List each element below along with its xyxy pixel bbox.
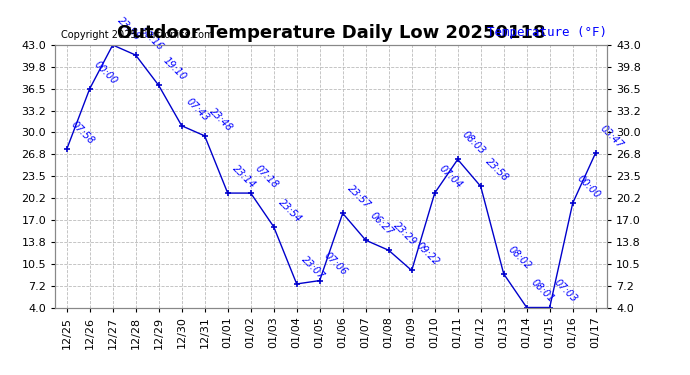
Text: 08:01: 08:01	[529, 278, 557, 305]
Text: 23:48: 23:48	[208, 106, 235, 133]
Text: 06:27: 06:27	[368, 210, 395, 237]
Text: 23:58: 23:58	[484, 156, 511, 184]
Text: 07:58: 07:58	[70, 120, 97, 147]
Text: 00:00: 00:00	[92, 59, 119, 86]
Text: 07:18: 07:18	[253, 163, 281, 190]
Text: 23:29: 23:29	[391, 220, 419, 248]
Text: 23:14: 23:14	[230, 163, 257, 190]
Text: 00:00: 00:00	[575, 173, 602, 200]
Text: 23:54: 23:54	[277, 197, 304, 224]
Text: 23:07: 23:07	[299, 254, 326, 281]
Text: 08:02: 08:02	[506, 244, 533, 271]
Text: 19:10: 19:10	[161, 56, 188, 82]
Text: 23:58: 23:58	[115, 15, 143, 42]
Text: 07:43: 07:43	[184, 96, 212, 123]
Text: 08:03: 08:03	[460, 130, 488, 157]
Text: Copyright 2025 Curtronics.com: Copyright 2025 Curtronics.com	[61, 30, 213, 40]
Text: 07:06: 07:06	[322, 251, 350, 278]
Text: 08:16: 08:16	[139, 25, 166, 52]
Text: 09:22: 09:22	[415, 241, 442, 268]
Title: Outdoor Temperature Daily Low 20250118: Outdoor Temperature Daily Low 20250118	[117, 24, 546, 42]
Text: Temperature (°F): Temperature (°F)	[487, 26, 607, 39]
Text: 03:47: 03:47	[598, 123, 626, 150]
Text: 23:57: 23:57	[346, 183, 373, 210]
Text: 07:03: 07:03	[553, 278, 580, 305]
Text: 07:04: 07:04	[437, 163, 464, 190]
